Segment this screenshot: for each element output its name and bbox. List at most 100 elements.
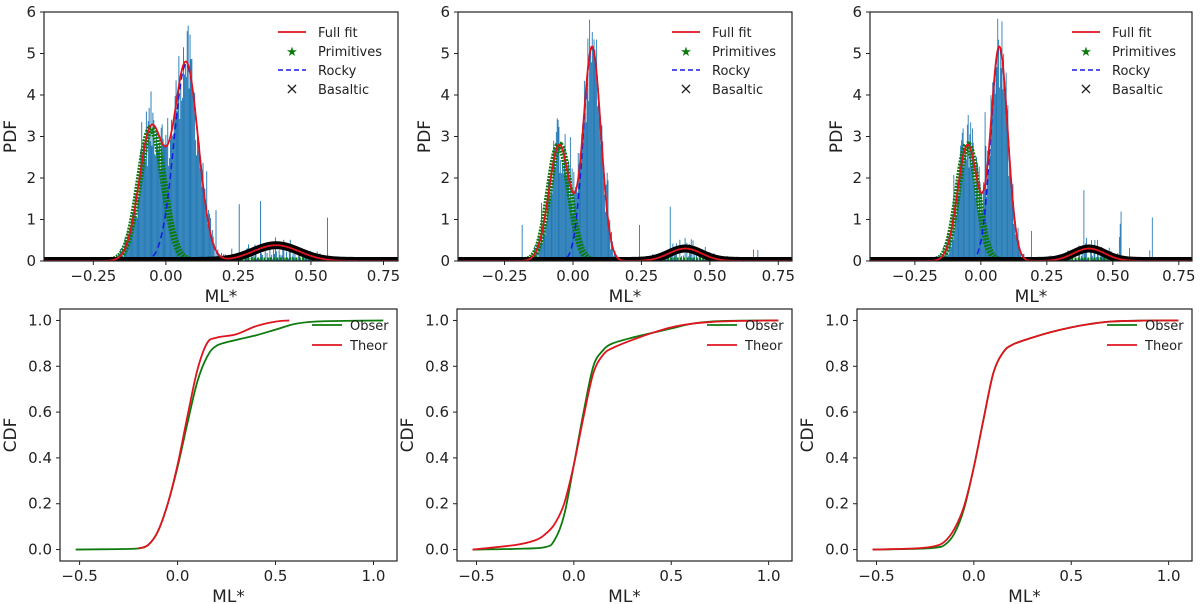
y-tick-label: 1 [852, 211, 862, 229]
x-tick-label: 0.00 [556, 267, 589, 285]
pdf-2-panel: Full fit ★ Primitives Rocky × Basaltic −0.25 0.… [415, 3, 795, 307]
legend-label: Rocky [1112, 64, 1151, 79]
series-theor-line [872, 319, 1179, 551]
hist-bar [135, 216, 137, 261]
hist-bar [962, 128, 964, 261]
hist-bar [993, 91, 994, 261]
hist-bar [570, 203, 572, 261]
hist-bar [602, 141, 604, 261]
hist-bar [1014, 213, 1016, 261]
hist-bar [268, 257, 270, 261]
hist-bar [1129, 247, 1130, 261]
legend-label: Full fit [1112, 26, 1152, 41]
y-tick-label: 0.8 [425, 357, 449, 375]
x-tick-label: 0.25 [1030, 267, 1063, 285]
hist-bar [1018, 240, 1020, 261]
hist-bar [989, 155, 991, 261]
hist-bar [967, 114, 969, 261]
hist-bar [980, 214, 982, 261]
hist-bar [996, 67, 998, 261]
hist-bar [958, 197, 960, 261]
hist-bar [555, 131, 557, 261]
hist-bar [148, 107, 150, 261]
legend-label: Full fit [318, 26, 358, 41]
hist-bar [189, 34, 191, 261]
y-tick-label: 5 [26, 45, 36, 63]
hist-bar [541, 242, 543, 261]
hist-bar [199, 168, 201, 261]
hist-bar [186, 31, 188, 261]
primitives-curve [458, 141, 792, 261]
y-axis-label: PDF [415, 120, 435, 153]
hist-bar [185, 77, 187, 261]
hist-bar [963, 167, 965, 261]
hist-bar [968, 167, 970, 261]
hist-bar [1098, 259, 1100, 261]
hist-bar [1003, 53, 1005, 261]
hist-bar [213, 243, 215, 261]
hist-bar [1031, 230, 1032, 261]
axes-frame [59, 308, 398, 562]
hist-bar [548, 179, 550, 261]
legend-label: Basaltic [318, 83, 369, 98]
y-tick-label: 4 [852, 86, 862, 104]
hist-bar [1093, 251, 1095, 261]
hist-bar [566, 175, 568, 261]
x-tick-label: 0.0 [962, 567, 986, 585]
hist-bar [129, 227, 131, 261]
hist-bar [191, 58, 193, 261]
legend-handle-basaltic-x-icon: × [679, 79, 692, 98]
hist-bar [1079, 251, 1081, 261]
hist-bar [1008, 176, 1010, 261]
hist-bar [209, 213, 210, 261]
x-axis-label: ML* [212, 587, 245, 604]
hist-bar [952, 239, 954, 261]
hist-bar [132, 220, 134, 261]
x-tick-label: 0.00 [149, 267, 182, 285]
y-tick-label: 0.6 [825, 403, 849, 421]
hist-bar [614, 251, 616, 261]
cdf-2-panel: Obser Theor −0.5 0.0 0.5 1.0 0.0 0.2 0.4 0.6 0.8 1.… [398, 308, 793, 604]
hist-bar [1096, 257, 1097, 261]
hist-bar [1092, 258, 1094, 261]
x-tick-label: 1.0 [757, 567, 781, 585]
y-tick-label: 0.8 [28, 357, 52, 375]
legend-label: Basaltic [712, 83, 763, 98]
hist-bar [595, 67, 597, 261]
hist-bar [1009, 156, 1010, 261]
hist-bar [668, 259, 670, 261]
y-tick-label: 0.0 [28, 541, 52, 559]
hist-bar [156, 132, 158, 261]
hist-bar [1070, 259, 1072, 261]
hist-bar [291, 256, 293, 261]
hist-bar [562, 163, 563, 261]
hist-bar [158, 142, 160, 261]
hist-bar [264, 244, 266, 261]
hist-bar [1016, 237, 1018, 261]
hist-bar [543, 216, 545, 261]
x-tick-label: 0.0 [166, 567, 190, 585]
hist-bar [292, 253, 294, 261]
hist-bar [987, 150, 989, 261]
x-tick-label: −0.5 [858, 567, 894, 585]
series-obser-line [75, 319, 384, 551]
hist-bar [992, 82, 994, 261]
hist-bar [539, 243, 541, 261]
hist-bar [553, 140, 555, 261]
hist-bar [609, 219, 611, 261]
hist-bar [591, 32, 593, 261]
hist-bar [562, 173, 564, 261]
hist-bar [283, 239, 285, 261]
legend-label: Rocky [318, 64, 357, 79]
x-tick-label: 0.5 [659, 567, 683, 585]
legend-handle-primitives-star-icon: ★ [286, 45, 298, 60]
hist-bar [149, 141, 151, 261]
legend-label: Obser [1145, 319, 1184, 334]
hist-bar [557, 119, 559, 261]
hist-bar [1009, 166, 1011, 261]
hist-bar [143, 142, 145, 261]
hist-bar [157, 144, 158, 261]
hist-bar [287, 258, 289, 261]
hist-bar [170, 119, 172, 261]
